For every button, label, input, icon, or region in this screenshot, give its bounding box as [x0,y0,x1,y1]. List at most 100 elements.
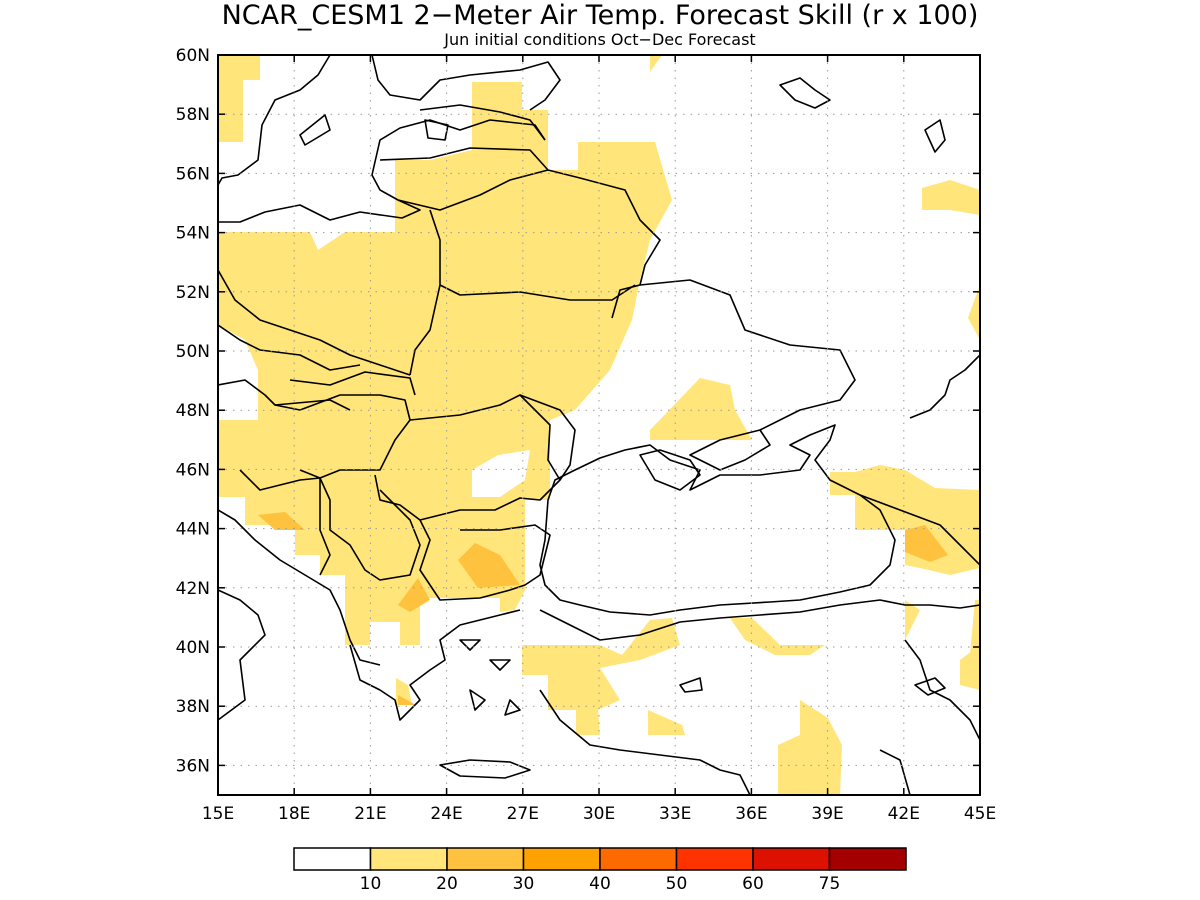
skill-region-turkey-central [730,618,825,655]
lon-tick-label: 15E [202,804,234,824]
lat-axis: 36N 38N 40N 42N 44N 46N 48N 50N 52N 54N 56N 58N 60N [176,46,980,776]
skill-region-far-east [960,645,980,690]
skill-region-thrace [398,578,430,612]
lon-tick-label: 42E [888,804,920,824]
lat-tick-label: 42N [176,579,210,599]
lon-tick-label: 21E [354,804,386,824]
skill-region-east-ukraine [650,378,752,440]
colorbar-label: 60 [742,874,764,894]
lon-tick-label: 18E [278,804,310,824]
skill-hole-romania [472,450,530,497]
skill-region-caucasus [830,465,980,575]
skill-region-nw [218,55,260,142]
lat-tick-label: 36N [176,756,210,776]
coast-gotland [299,114,331,146]
colorbar-swatch [828,847,907,871]
coast-black-sea [539,424,896,616]
border-croatia-bosnia [239,469,331,576]
lon-axis: 15E 18E 21E 24E 27E 30E 33E 36E 39E 42E 45E [202,55,996,824]
colorbar: 10 20 30 40 50 60 75 [293,847,907,894]
border-lithuania [397,169,549,211]
colorbar-swatch [599,847,678,871]
colorbar-label: 75 [819,874,841,894]
lat-tick-label: 60N [176,46,210,66]
colorbar-swatch [752,847,831,871]
skill-region-turkey-west [522,618,680,735]
coast-estonia [419,104,546,141]
coast-azov [689,429,771,471]
skill-level-10-20 [218,55,980,795]
skill-region-right-edge [968,285,980,340]
border-bulgaria [419,519,551,601]
border-iran-iraq [904,639,980,741]
lon-tick-label: 36E [735,804,767,824]
lon-tick-label: 33E [659,804,691,824]
coast-adriatic [218,509,381,666]
border-turkey [539,599,980,641]
lat-tick-label: 52N [176,283,210,303]
colorbar-swatch [522,847,601,871]
lon-tick-label: 27E [507,804,539,824]
skill-region-central-europe [218,82,672,645]
lat-tick-label: 46N [176,460,210,480]
border-slovakia [289,371,416,396]
skill-region-turkey-south [648,710,685,735]
coast-italy [218,589,266,721]
border-poland-germany [218,269,411,376]
skill-region-croatia [258,512,305,530]
skill-region-ne [922,180,980,215]
lat-tick-label: 56N [176,164,210,184]
border-czech [218,324,361,371]
lat-tick-label: 44N [176,520,210,540]
coast-sinai [879,749,911,795]
colorbar-label: 10 [360,874,382,894]
colorbar-label: 40 [589,874,611,894]
lake-van [914,677,946,696]
lon-tick-label: 30E [583,804,615,824]
chart-subtitle: Jun initial conditions Oct−Dec Forecast [443,30,755,49]
skill-region-armenia [905,525,948,562]
border-serbia [319,477,421,581]
lake-ladoga [779,77,831,109]
lon-tick-label: 24E [430,804,462,824]
border-austria [218,379,351,411]
coast-crimea [639,449,701,491]
lat-tick-label: 54N [176,224,210,244]
border-caucasus [859,494,980,566]
coast-finland [371,55,561,111]
coast-sweden [218,55,331,186]
skill-region-bulgaria [458,543,520,588]
skill-level-20-30 [258,512,948,705]
colorbar-swatch [293,847,372,871]
coast-cyprus [679,677,703,693]
coast-greece [349,609,521,721]
lat-tick-label: 50N [176,342,210,362]
colorbar-swatch [446,847,525,871]
lat-tick-label: 40N [176,638,210,658]
lake-onega [924,119,946,153]
border-latvia [379,147,549,171]
skill-region-georgia [905,600,920,640]
border-moldova [519,394,576,481]
skill-shading [218,55,980,795]
coast-caspian [909,354,980,419]
colorbar-swatch [675,847,754,871]
border-ukraine-russia [639,279,856,431]
colorbar-label: 50 [666,874,688,894]
lon-tick-label: 45E [964,804,996,824]
skill-region-se [778,700,842,795]
border-russia-belarus [547,169,661,319]
border-romania [374,394,561,521]
lat-tick-label: 48N [176,401,210,421]
colorbar-label: 30 [513,874,535,894]
colorbar-swatch [369,847,448,871]
lat-tick-label: 38N [176,697,210,717]
coastlines-borders [218,55,980,795]
colorbar-label: 20 [436,874,458,894]
skill-region-far-east-2 [970,600,980,655]
skill-region-top [650,55,662,72]
coast-turkey-south [539,689,751,795]
border-poland-belarus [429,209,636,301]
coast-crete [439,759,531,779]
border-poland-ukraine [409,284,441,376]
